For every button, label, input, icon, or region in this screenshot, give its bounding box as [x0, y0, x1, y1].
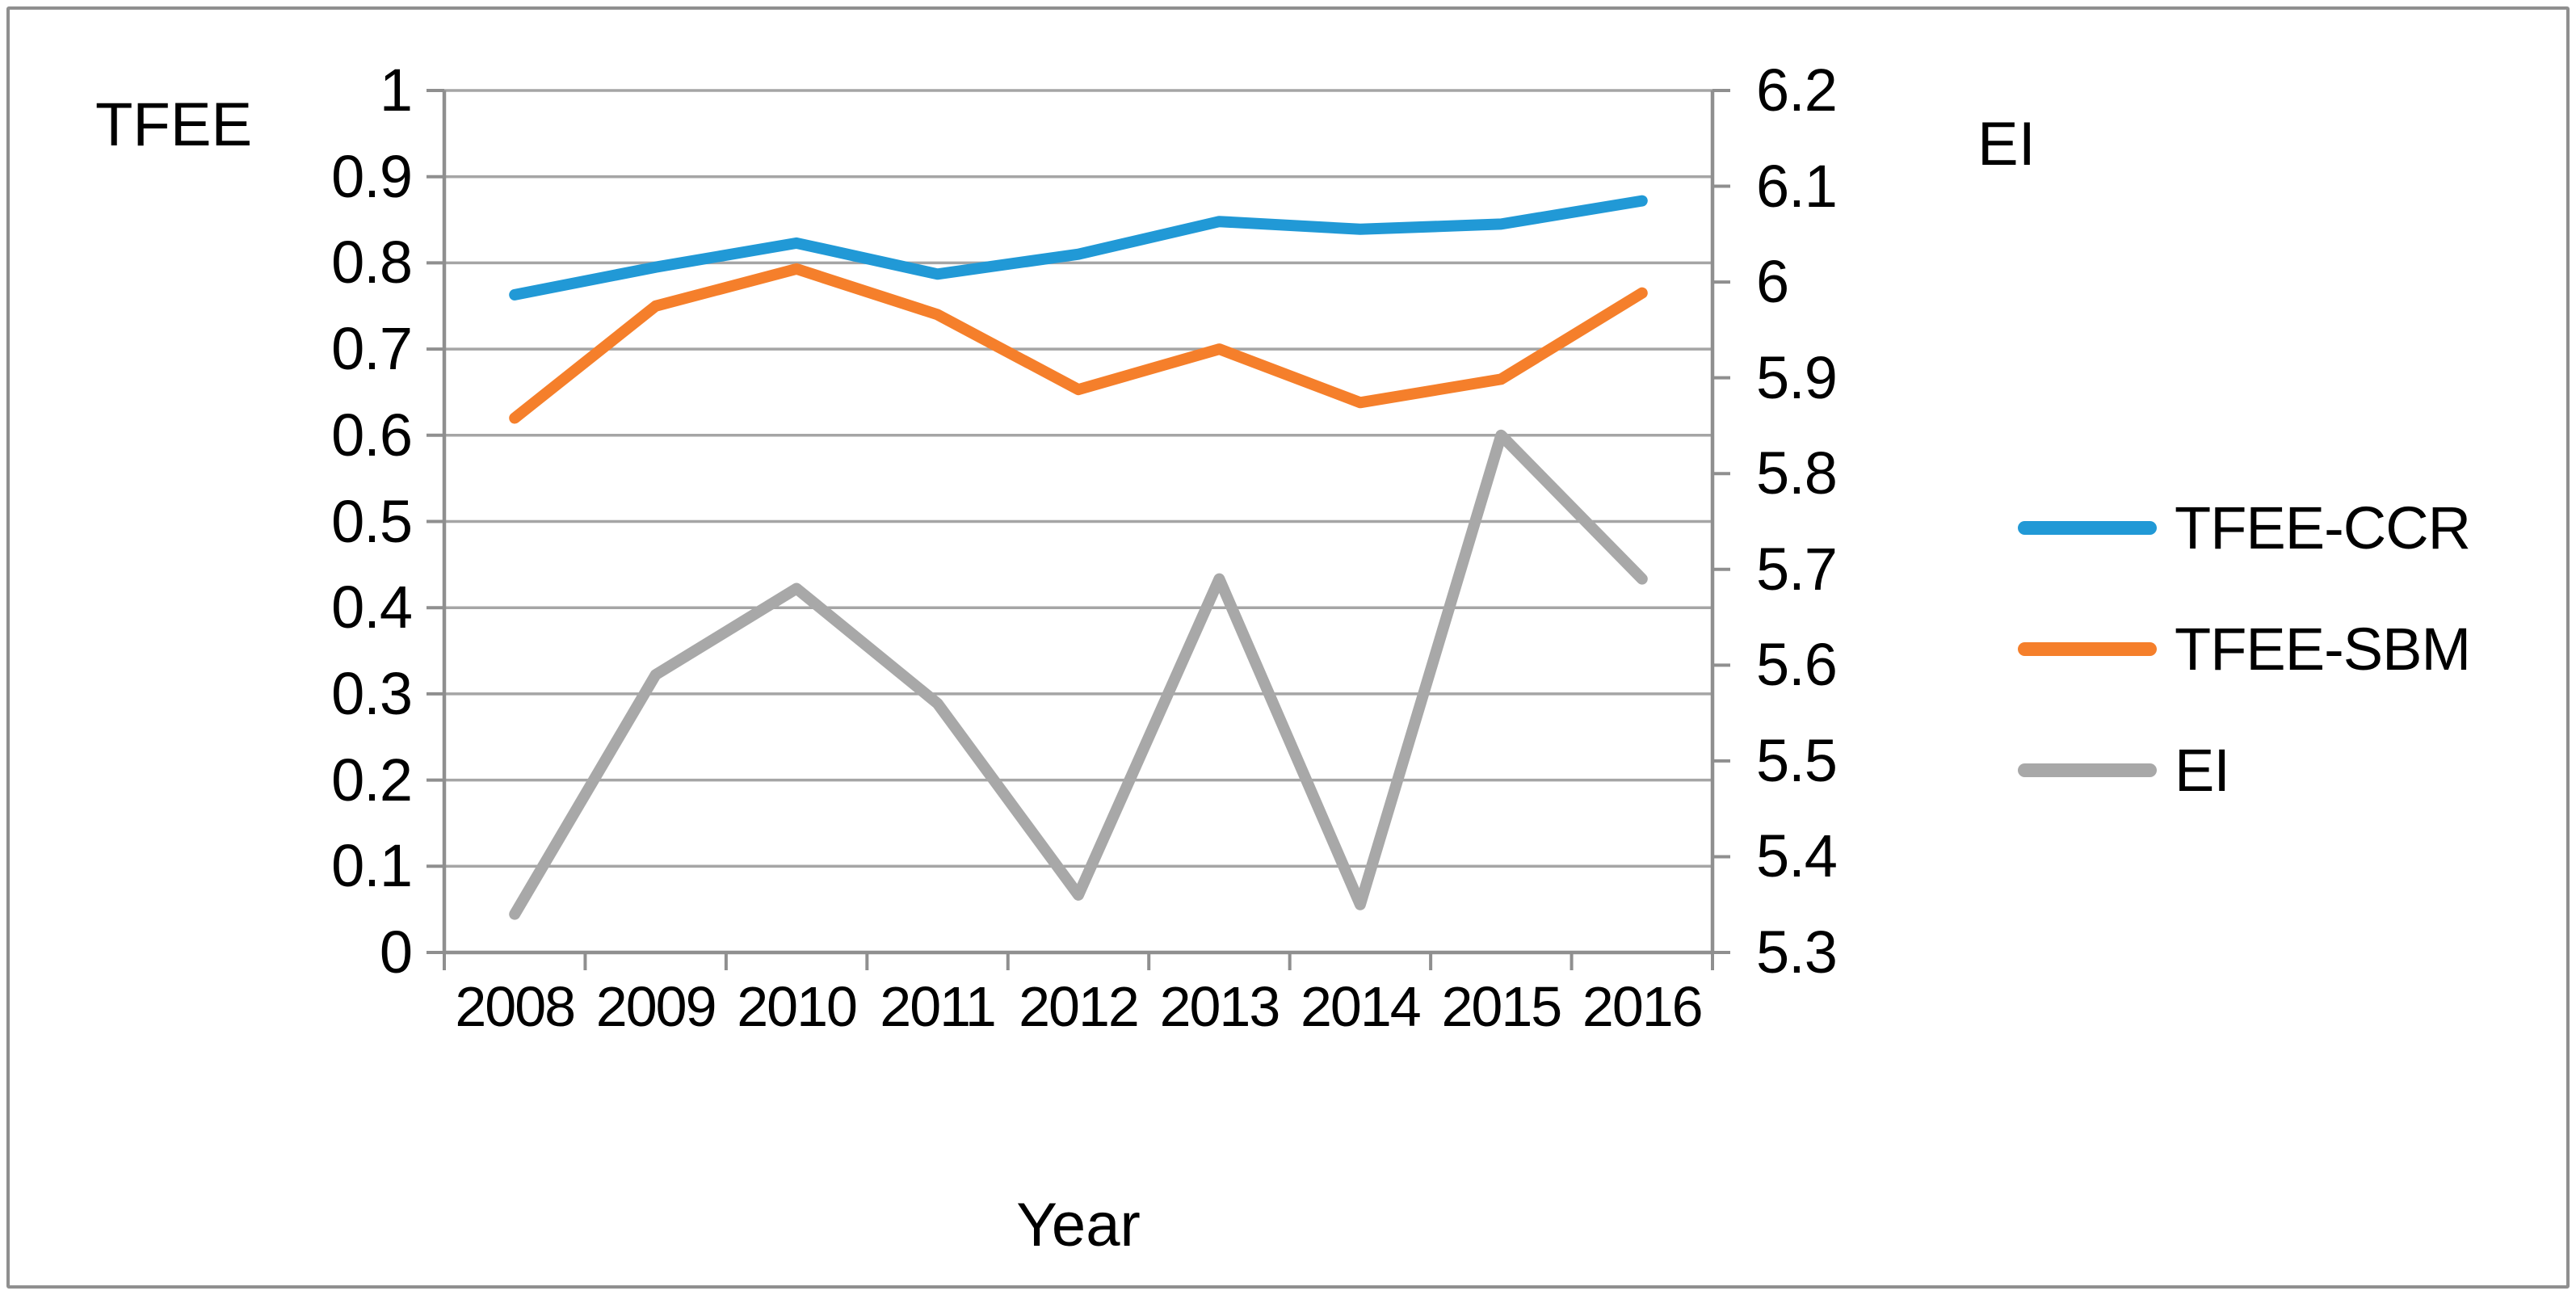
- x-axis-title: Year: [1016, 1191, 1141, 1259]
- x-axis-category-label: 2012: [1019, 975, 1140, 1038]
- x-axis-category-label: 2011: [880, 975, 997, 1038]
- right-axis-tick-label: 5.6: [1756, 631, 1838, 699]
- left-axis-tick-label: 0.3: [331, 659, 413, 727]
- legend-line-swatch-icon: [2018, 520, 2157, 535]
- legend-entry-tfee-sbm: TFEE-SBM: [2018, 588, 2471, 709]
- left-axis-tick-label: 0.6: [331, 401, 413, 469]
- left-axis-tick-label: 0: [379, 919, 413, 986]
- x-axis-category-label: 2014: [1301, 975, 1422, 1038]
- legend: TFEE-CCR TFEE-SBM EI: [2018, 467, 2471, 830]
- right-axis-title: EI: [1977, 110, 2036, 179]
- right-axis-tick-label: 6.1: [1756, 152, 1838, 220]
- legend-label: TFEE-SBM: [2175, 615, 2471, 683]
- x-axis-category-label: 2008: [455, 975, 576, 1038]
- right-axis-tick-label: 5.5: [1756, 726, 1838, 794]
- right-axis-tick-label: 5.4: [1756, 822, 1838, 890]
- x-axis-category-label: 2015: [1441, 975, 1562, 1038]
- left-axis-tick-label: 1: [379, 57, 413, 124]
- right-axis-tick-label: 5.3: [1756, 919, 1838, 986]
- left-axis-tick-label: 0.8: [331, 229, 413, 296]
- series-line-tfee-ccr: [509, 195, 1648, 301]
- legend-entry-ei: EI: [2018, 709, 2470, 830]
- legend-label: TFEE-CCR: [2175, 494, 2471, 561]
- right-axis-tick-label: 6.2: [1756, 57, 1838, 124]
- left-axis-tick-label: 0.9: [331, 142, 413, 210]
- legend-line-swatch-icon: [2018, 763, 2157, 777]
- left-axis-tick-label: 0.5: [331, 487, 413, 555]
- x-axis-category-label: 2016: [1582, 975, 1704, 1038]
- x-axis-category-label: 2010: [737, 975, 858, 1038]
- x-axis-category-label: 2009: [595, 975, 717, 1038]
- legend-line-swatch-icon: [2018, 641, 2157, 656]
- x-axis-category-label: 2013: [1159, 975, 1281, 1038]
- right-axis-tick-label: 5.8: [1756, 439, 1838, 507]
- left-axis-tick-label: 0.7: [331, 315, 413, 383]
- right-axis-tick-label: 6: [1756, 248, 1789, 316]
- series-line-ei: [509, 429, 1648, 920]
- legend-entry-tfee-ccr: TFEE-CCR: [2018, 467, 2471, 588]
- series-line-tfee-sbm: [509, 263, 1648, 424]
- left-axis-tick-label: 0.1: [331, 832, 413, 900]
- left-axis-tick-label: 0.2: [331, 746, 413, 814]
- right-axis-tick-label: 5.9: [1756, 343, 1838, 411]
- left-axis-tick-label: 0.4: [331, 574, 413, 641]
- right-axis-tick-label: 5.7: [1756, 535, 1838, 603]
- legend-label: EI: [2175, 736, 2230, 804]
- left-axis-title: TFEE: [95, 90, 253, 159]
